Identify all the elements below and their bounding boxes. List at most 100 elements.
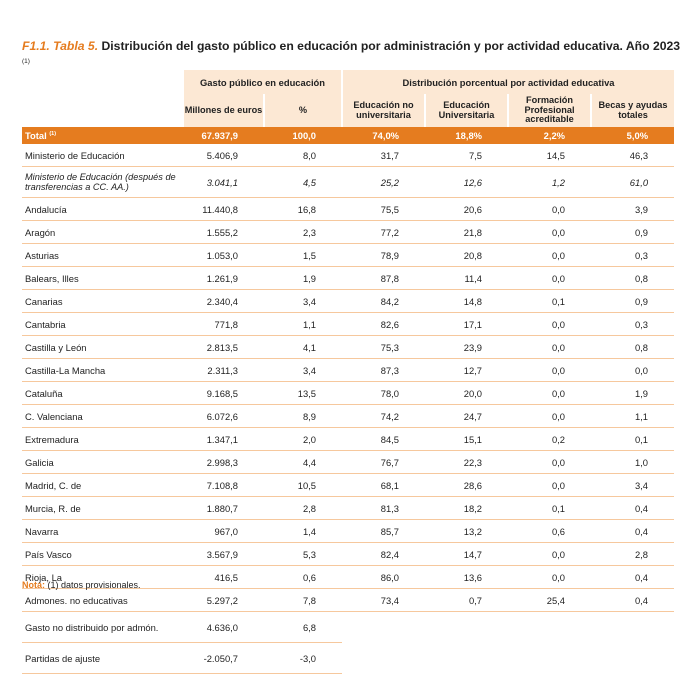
row-label: Extremadura xyxy=(22,427,184,451)
row-label: Gasto no distribuido por admón. xyxy=(22,611,184,643)
row-cell: 11.440,8 xyxy=(184,197,264,221)
row-cell: 21,8 xyxy=(425,220,508,244)
row-cell: 46,3 xyxy=(591,144,675,167)
row-cell: 0,0 xyxy=(508,243,591,267)
total-cell: 100,0 xyxy=(264,127,342,144)
row-cell: 0,6 xyxy=(264,565,342,589)
row-label: Canarias xyxy=(22,289,184,313)
row-cell: 0,0 xyxy=(508,450,591,474)
row-cell: 0,0 xyxy=(591,358,675,382)
row-cell: 1.347,1 xyxy=(184,427,264,451)
row-cell: 5,3 xyxy=(264,542,342,566)
row-cell: 0,0 xyxy=(508,266,591,290)
row-label: Aragón xyxy=(22,220,184,244)
table-row: Canarias 2.340,4 3,4 84,2 14,8 0,1 0,9 xyxy=(22,289,675,313)
row-cell: 0,8 xyxy=(591,266,675,290)
total-cell: 5,0% xyxy=(591,127,675,144)
row-cell: 24,7 xyxy=(425,404,508,428)
header-blank xyxy=(22,70,184,94)
row-cell: 5.297,2 xyxy=(184,588,264,612)
row-cell: 28,6 xyxy=(425,473,508,497)
row-cell: 14,7 xyxy=(425,542,508,566)
row-cell: 0,0 xyxy=(508,220,591,244)
row-cell: 0,0 xyxy=(508,542,591,566)
row-cell: 75,3 xyxy=(342,335,425,359)
row-cell: 12,7 xyxy=(425,358,508,382)
table-row: C. Valenciana 6.072,6 8,9 74,2 24,7 0,0 1,1 xyxy=(22,404,675,428)
row-cell: 77,2 xyxy=(342,220,425,244)
table-row: Extremadura 1.347,1 2,0 84,5 15,1 0,2 0,1 xyxy=(22,427,675,451)
row-cell: 8,9 xyxy=(264,404,342,428)
row-cell: 7.108,8 xyxy=(184,473,264,497)
empty-cell xyxy=(425,612,508,643)
footnote: Nota: (1) datos provisionales. xyxy=(22,580,141,590)
row-cell: 12,6 xyxy=(425,166,508,198)
row-cell: 82,4 xyxy=(342,542,425,566)
row-cell: 85,7 xyxy=(342,519,425,543)
empty-cell xyxy=(508,643,591,674)
row-cell: 4,4 xyxy=(264,450,342,474)
row-cell: 18,2 xyxy=(425,496,508,520)
row-cell: 0,9 xyxy=(591,220,675,244)
row-cell: 0,0 xyxy=(508,197,591,221)
row-cell: 22,3 xyxy=(425,450,508,474)
table-row: Gasto no distribuido por admón. 4.636,0 6,… xyxy=(22,611,674,643)
table-row: Andalucía 11.440,8 16,8 75,5 20,6 0,0 3,9 xyxy=(22,197,675,221)
table-row: Cataluña 9.168,5 13,5 78,0 20,0 0,0 1,9 xyxy=(22,381,675,405)
row-cell: 3,4 xyxy=(264,289,342,313)
row-cell: 61,0 xyxy=(591,166,675,198)
row-cell: 967,0 xyxy=(184,519,264,543)
row-cell: 23,9 xyxy=(425,335,508,359)
row-cell: 0,0 xyxy=(508,358,591,382)
header-group-spending: Gasto público en educación xyxy=(184,70,342,94)
table-title: F1.1. Tabla 5. Distribución del gasto pú… xyxy=(22,38,682,72)
row-label: Ministerio de Educación (después de tran… xyxy=(22,166,184,198)
row-cell: 25,2 xyxy=(342,166,425,198)
row-label: Partidas de ajuste xyxy=(22,642,184,674)
row-cell: 14,5 xyxy=(508,144,591,167)
row-label: Asturias xyxy=(22,243,184,267)
row-cell: 82,6 xyxy=(342,312,425,336)
row-label: Admones. no educativas xyxy=(22,588,184,612)
header-sub-row: Millones de euros % Educación no univers… xyxy=(22,94,675,127)
row-cell: 68,1 xyxy=(342,473,425,497)
row-cell: 73,4 xyxy=(342,588,425,612)
row-label: Andalucía xyxy=(22,197,184,221)
table-row: Partidas de ajuste -2.050,7 -3,0 xyxy=(22,642,674,674)
row-label: Castilla y León xyxy=(22,335,184,359)
row-cell: 3.567,9 xyxy=(184,542,264,566)
header-blank xyxy=(22,94,184,127)
row-cell: 1,9 xyxy=(591,381,675,405)
header-group-row: Gasto público en educación Distribución … xyxy=(22,70,675,94)
table-code: F1.1. Tabla 5. xyxy=(22,39,99,53)
row-cell: 15,1 xyxy=(425,427,508,451)
row-cell: 2,0 xyxy=(264,427,342,451)
table-row: Balears, Illes 1.261,9 1,9 87,8 11,4 0,0 0,8 xyxy=(22,266,675,290)
row-cell: 0,2 xyxy=(508,427,591,451)
header-percent: % xyxy=(263,94,342,127)
row-cell: 0,7 xyxy=(425,588,508,612)
row-cell: 2,8 xyxy=(264,496,342,520)
row-cell: 0,4 xyxy=(591,565,675,589)
total-cell: 2,2% xyxy=(508,127,591,144)
row-cell: 9.168,5 xyxy=(184,381,264,405)
row-cell: 0,3 xyxy=(591,243,675,267)
table-row: Navarra 967,0 1,4 85,7 13,2 0,6 0,4 xyxy=(22,519,675,543)
row-cell: 2,3 xyxy=(264,220,342,244)
row-cell: 0,0 xyxy=(508,335,591,359)
row-cell: 8,0 xyxy=(264,144,342,167)
row-cell: 2.813,5 xyxy=(184,335,264,359)
row-cell: 1.053,0 xyxy=(184,243,264,267)
row-cell: 0,4 xyxy=(591,519,675,543)
total-label: Total (1) xyxy=(22,127,184,144)
footnote-prefix: Nota: xyxy=(22,580,45,590)
row-cell: 0,0 xyxy=(508,312,591,336)
row-cell: 84,2 xyxy=(342,289,425,313)
row-cell: 0,1 xyxy=(508,289,591,313)
empty-cell xyxy=(591,643,674,674)
row-cell: 78,0 xyxy=(342,381,425,405)
table-row: Castilla y León 2.813,5 4,1 75,3 23,9 0,0 0,8 xyxy=(22,335,675,359)
row-cell: 0,8 xyxy=(591,335,675,359)
row-cell: 2.998,3 xyxy=(184,450,264,474)
row-cell: 1.555,2 xyxy=(184,220,264,244)
